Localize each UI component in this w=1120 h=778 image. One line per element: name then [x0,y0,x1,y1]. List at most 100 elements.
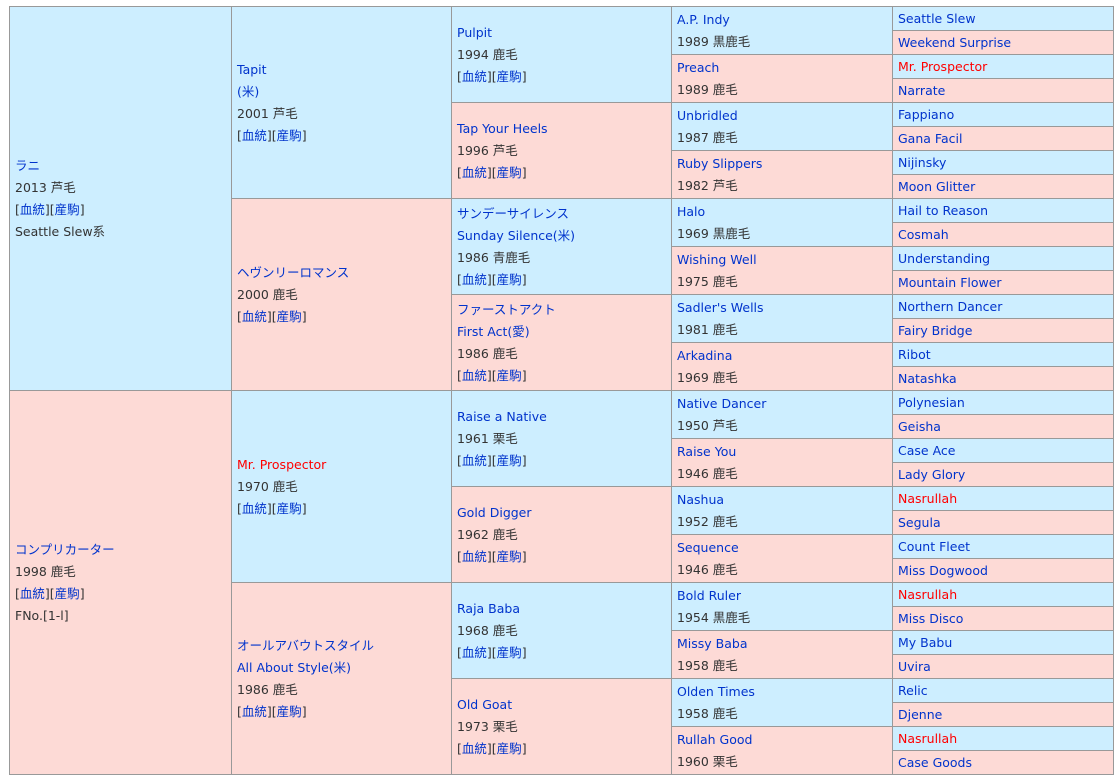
pedigree-links: [血統][産駒] [457,642,671,664]
horse-name-link[interactable]: A.P. Indy [677,11,730,27]
bloodline-link[interactable]: 血統 [461,740,487,756]
horse-name-link[interactable]: Djenne [898,706,943,722]
bloodline-link[interactable]: 血統 [461,452,487,468]
horse-name-link[interactable]: Preach [677,59,720,75]
offspring-link[interactable]: 産駒 [276,308,302,324]
horse-name-link[interactable]: Mr. Prospector [237,456,327,472]
horse-name-link[interactable]: Sadler's Wells [677,299,764,315]
horse-name-link[interactable]: Miss Dogwood [898,562,988,578]
horse-name-alt-link[interactable]: First Act(愛) [457,323,530,339]
bloodline-link[interactable]: 血統 [461,164,487,180]
horse-name-link[interactable]: Nashua [677,491,725,507]
horse-name-link[interactable]: Understanding [898,250,991,266]
pedigree-cell-gen3-dam: Tap Your Heels 1996 芦毛 [血統][産駒] [452,103,672,199]
bloodline-link[interactable]: 血統 [461,644,487,660]
bloodline-link[interactable]: 血統 [241,308,267,324]
offspring-link[interactable]: 産駒 [276,500,302,516]
horse-name-link[interactable]: Lady Glory [898,466,966,482]
bloodline-link[interactable]: 血統 [19,585,45,601]
horse-name-link[interactable]: Ruby Slippers [677,155,763,171]
horse-name-link[interactable]: Tap Your Heels [457,120,548,136]
bloodline-link[interactable]: 血統 [461,548,487,564]
horse-name-link[interactable]: Case Goods [898,754,972,770]
horse-name-link[interactable]: Narrate [898,82,946,98]
bloodline-link[interactable]: 血統 [461,68,487,84]
offspring-link[interactable]: 産駒 [54,585,80,601]
horse-name-link[interactable]: Uvira [898,658,931,674]
horse-name-link[interactable]: Pulpit [457,24,493,40]
pedigree-cell-gen4-dam: Missy Baba 1958 鹿毛 [672,631,893,679]
horse-name-link[interactable]: Raja Baba [457,600,521,616]
bracket: [ [15,201,20,217]
horse-name-link[interactable]: Tapit [237,61,267,77]
offspring-link[interactable]: 産駒 [276,703,302,719]
horse-name-link[interactable]: Case Ace [898,442,956,458]
horse-name-link[interactable]: Polynesian [898,394,965,410]
horse-name-link[interactable]: Ribot [898,346,931,362]
horse-name-link[interactable]: Gold Digger [457,504,532,520]
bracket: ] [521,271,527,287]
horse-name-link[interactable]: ヘヴンリーロマンス [237,264,350,280]
horse-name-link[interactable]: Nijinsky [898,154,947,170]
offspring-link[interactable]: 産駒 [496,68,522,84]
horse-name-link[interactable]: オールアバウトスタイル [237,637,375,653]
horse-name-link[interactable]: サンデーサイレンス [457,205,570,221]
bloodline-link[interactable]: 血統 [241,500,267,516]
offspring-link[interactable]: 産駒 [276,127,302,143]
horse-name-link[interactable]: Mr. Prospector [898,58,988,74]
horse-name-link[interactable]: Bold Ruler [677,587,741,603]
horse-name-link[interactable]: Fappiano [898,106,955,122]
offspring-link[interactable]: 産駒 [496,271,522,287]
horse-name-link[interactable]: Sequence [677,539,739,555]
horse-name-link[interactable]: Seattle Slew [898,10,976,26]
horse-name-link[interactable]: Arkadina [677,347,733,363]
horse-name-link[interactable]: Cosmah [898,226,949,242]
offspring-link[interactable]: 産駒 [496,740,522,756]
horse-name-link[interactable]: Relic [898,682,928,698]
horse-name-link[interactable]: Wishing Well [677,251,757,267]
horse-name-link[interactable]: Nasrullah [898,490,958,506]
horse-name-link[interactable]: Unbridled [677,107,738,123]
horse-name-link[interactable]: Count Fleet [898,538,971,554]
bloodline-link[interactable]: 血統 [241,703,267,719]
horse-name-link[interactable]: Rullah Good [677,731,753,747]
horse-name-alt-link[interactable]: All About Style(米) [237,659,352,675]
horse-name-link[interactable]: Old Goat [457,696,513,712]
offspring-link[interactable]: 産駒 [496,367,522,383]
offspring-link[interactable]: 産駒 [496,548,522,564]
horse-name-link[interactable]: Raise You [677,443,737,459]
horse-name-link[interactable]: Olden Times [677,683,755,699]
horse-name-link[interactable]: Segula [898,514,941,530]
horse-name-link[interactable]: Mountain Flower [898,274,1002,290]
horse-name-link[interactable]: My Babu [898,634,953,650]
horse-name-link[interactable]: Northern Dancer [898,298,1003,314]
bloodline-link[interactable]: 血統 [461,367,487,383]
bloodline-link[interactable]: 血統 [241,127,267,143]
horse-name-link[interactable]: Nasrullah [898,730,958,746]
horse-name-link[interactable]: Halo [677,203,706,219]
bloodline-link[interactable]: 血統 [461,271,487,287]
horse-name-link[interactable]: Hail to Reason [898,202,989,218]
horse-name-link[interactable]: Missy Baba [677,635,748,651]
offspring-link[interactable]: 産駒 [496,644,522,660]
horse-name-link[interactable]: Raise a Native [457,408,547,424]
bracket: ][ [266,308,277,324]
horse-name-link[interactable]: コンプリカーター [15,541,115,557]
horse-name-link[interactable]: ラニ [15,157,41,173]
horse-name-link[interactable]: Moon Glitter [898,178,976,194]
horse-name-link[interactable]: Natashka [898,370,957,386]
horse-name-link[interactable]: Nasrullah [898,586,958,602]
horse-name-link[interactable]: Gana Facil [898,130,963,146]
horse-name-link[interactable]: Native Dancer [677,395,767,411]
horse-name-link[interactable]: ファーストアクト [457,301,556,317]
horse-name-alt-link[interactable]: (米) [237,83,260,99]
horse-name-link[interactable]: Geisha [898,418,941,434]
horse-name-alt-link[interactable]: Sunday Silence(米) [457,227,576,243]
bloodline-link[interactable]: 血統 [19,201,45,217]
horse-name-link[interactable]: Fairy Bridge [898,322,973,338]
offspring-link[interactable]: 産駒 [496,164,522,180]
offspring-link[interactable]: 産駒 [54,201,80,217]
horse-name-link[interactable]: Weekend Surprise [898,34,1012,50]
horse-name-link[interactable]: Miss Disco [898,610,964,626]
offspring-link[interactable]: 産駒 [496,452,522,468]
